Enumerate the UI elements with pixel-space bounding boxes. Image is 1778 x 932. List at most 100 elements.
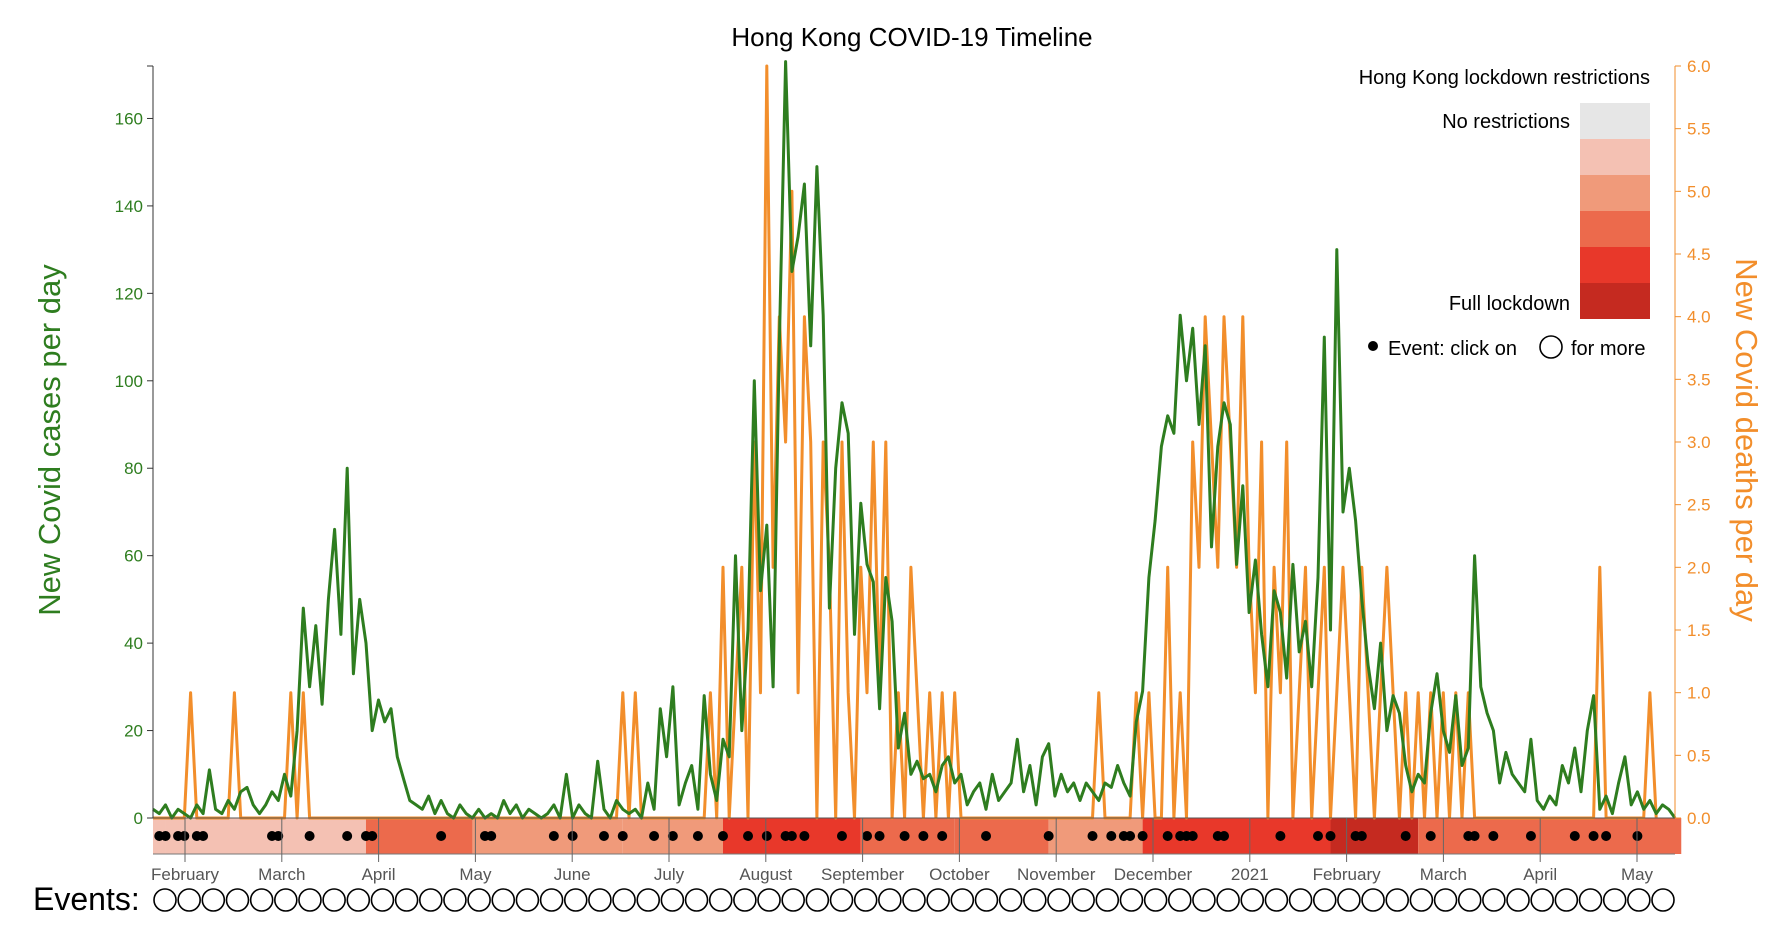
right-tick-label: 4.0 (1687, 308, 1711, 327)
legend-min-label: No restrictions (1442, 111, 1570, 133)
event-button[interactable] (443, 888, 467, 912)
event-dot (836, 831, 847, 841)
legend-swatch (1580, 103, 1650, 139)
event-button[interactable] (708, 888, 733, 912)
event-button[interactable] (612, 888, 636, 912)
event-button[interactable] (805, 888, 830, 912)
event-button[interactable] (878, 888, 902, 912)
event-button[interactable] (684, 888, 709, 912)
event-button[interactable] (1602, 888, 1627, 912)
event-button[interactable] (1264, 888, 1289, 912)
event-button[interactable] (1506, 888, 1530, 912)
event-dot (1275, 831, 1286, 841)
event-button[interactable] (1651, 888, 1675, 912)
event-button[interactable] (1627, 888, 1651, 912)
event-dot (899, 831, 910, 841)
restrictions-legend: Hong Kong lockdown restrictions No restr… (1359, 67, 1650, 360)
event-button[interactable] (1143, 888, 1168, 912)
event-button[interactable] (418, 888, 443, 912)
event-button[interactable] (757, 888, 781, 912)
event-button[interactable] (225, 888, 250, 912)
event-button[interactable] (588, 888, 612, 912)
left-tick-label: 100 (115, 372, 143, 391)
event-button[interactable] (1288, 888, 1313, 912)
x-tick-label: May (459, 865, 492, 884)
event-button[interactable] (1167, 888, 1192, 912)
right-axis: 0.0 0.5 1.0 1.5 2.0 2.5 3.0 3.5 4.0 4.5 5.0 5.5 6.0 (1674, 57, 1711, 828)
event-dot (761, 831, 772, 841)
legend-event-circle-icon (1539, 335, 1563, 359)
event-button[interactable] (515, 888, 540, 912)
event-dot (1488, 831, 1499, 841)
event-button[interactable] (201, 888, 226, 912)
event-button[interactable] (322, 888, 346, 912)
event-button[interactable] (563, 888, 588, 912)
event-button[interactable] (1482, 888, 1506, 912)
event-dot (1356, 831, 1367, 841)
event-button[interactable] (1119, 888, 1144, 912)
event-button[interactable] (974, 888, 999, 912)
event-button[interactable] (660, 888, 685, 912)
x-tick-label: February (151, 865, 220, 884)
x-tick-label: March (258, 865, 305, 884)
event-button[interactable] (249, 888, 274, 912)
event-button[interactable] (853, 888, 878, 912)
event-button[interactable] (346, 888, 371, 912)
event-button[interactable] (394, 888, 419, 912)
event-button[interactable] (1361, 888, 1385, 912)
event-button[interactable] (1071, 888, 1095, 912)
event-button[interactable] (636, 888, 661, 912)
right-tick-label: 6.0 (1687, 57, 1711, 76)
event-button[interactable] (950, 888, 975, 912)
event-dot (198, 831, 209, 841)
right-tick-label: 0.0 (1687, 809, 1711, 828)
event-button[interactable] (298, 888, 322, 912)
event-button[interactable] (153, 888, 177, 912)
event-dot (273, 831, 284, 841)
event-button[interactable] (274, 888, 298, 912)
event-button[interactable] (1530, 888, 1554, 912)
legend-swatches (1580, 103, 1650, 319)
event-dot (743, 831, 754, 841)
event-button[interactable] (370, 888, 395, 912)
event-dot (1601, 831, 1612, 841)
event-button[interactable] (1457, 888, 1482, 912)
event-button[interactable] (1554, 888, 1579, 912)
event-button[interactable] (1409, 888, 1434, 912)
event-dot (160, 831, 171, 841)
event-dot (342, 831, 353, 841)
legend-max-label: Full lockdown (1449, 293, 1570, 315)
x-tick-label: April (1523, 865, 1557, 884)
event-button[interactable] (1023, 888, 1047, 912)
event-dot (862, 831, 873, 841)
event-button[interactable] (829, 888, 854, 912)
event-button[interactable] (467, 888, 491, 912)
event-button[interactable] (491, 888, 516, 912)
event-button[interactable] (1578, 888, 1603, 912)
event-button[interactable] (998, 888, 1023, 912)
event-button[interactable] (926, 888, 950, 912)
event-button[interactable] (1312, 888, 1337, 912)
event-dot (1588, 831, 1599, 841)
legend-event-suffix: for more (1571, 338, 1645, 360)
left-tick-label: 120 (115, 284, 143, 303)
right-tick-label: 1.0 (1687, 684, 1711, 703)
x-tick-label: March (1420, 865, 1467, 884)
event-button[interactable] (1192, 888, 1216, 912)
event-button[interactable] (177, 888, 201, 912)
event-button[interactable] (1047, 888, 1071, 912)
event-dot (1569, 831, 1580, 841)
event-button[interactable] (1385, 888, 1410, 912)
event-button[interactable] (1433, 888, 1458, 912)
event-button[interactable] (1095, 888, 1120, 912)
event-button[interactable] (1337, 888, 1361, 912)
event-button[interactable] (781, 888, 805, 912)
event-button[interactable] (1240, 888, 1265, 912)
event-button[interactable] (733, 888, 757, 912)
event-button[interactable] (902, 888, 926, 912)
restriction-period (1142, 818, 1331, 854)
event-button[interactable] (539, 888, 564, 912)
event-dot (937, 831, 948, 841)
event-button[interactable] (1216, 888, 1240, 912)
